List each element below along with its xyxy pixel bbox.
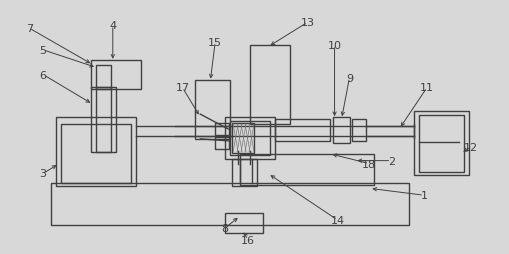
Text: 7: 7 — [25, 24, 33, 34]
Bar — [224, 213, 263, 233]
Bar — [224, 118, 274, 159]
Text: 13: 13 — [300, 18, 314, 28]
Bar — [215, 137, 229, 149]
Bar — [215, 123, 229, 135]
Bar — [51, 184, 408, 225]
Text: 12: 12 — [463, 142, 477, 152]
Text: 9: 9 — [345, 73, 352, 83]
Text: 14: 14 — [330, 215, 344, 225]
Bar — [249, 46, 289, 124]
Bar — [230, 122, 269, 155]
Text: 2: 2 — [387, 156, 394, 166]
Bar — [56, 118, 135, 187]
Text: 15: 15 — [208, 38, 222, 48]
Text: 3: 3 — [40, 169, 46, 179]
Bar — [332, 118, 350, 143]
Text: 1: 1 — [420, 190, 427, 200]
Text: 4: 4 — [109, 21, 116, 31]
Bar — [418, 116, 463, 172]
Bar — [240, 154, 374, 186]
Bar — [352, 120, 365, 141]
Text: 18: 18 — [361, 159, 376, 169]
Text: 8: 8 — [221, 223, 228, 233]
Text: 10: 10 — [327, 41, 341, 51]
Bar — [96, 66, 110, 90]
Bar — [96, 88, 110, 152]
Bar — [195, 80, 230, 139]
Bar — [232, 159, 257, 187]
Bar — [61, 124, 130, 184]
Text: 11: 11 — [419, 83, 433, 93]
Text: 17: 17 — [175, 83, 189, 93]
Bar — [274, 120, 329, 141]
Text: 5: 5 — [40, 46, 46, 56]
Bar — [413, 112, 468, 176]
Text: 6: 6 — [40, 70, 46, 80]
Bar — [232, 123, 253, 153]
Bar — [91, 60, 140, 90]
Text: 16: 16 — [241, 235, 254, 245]
Bar — [91, 88, 116, 152]
